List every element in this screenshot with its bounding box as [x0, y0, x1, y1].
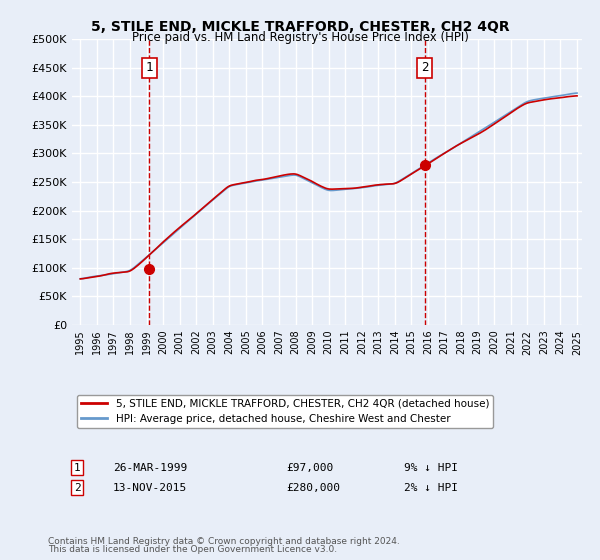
- Text: 9% ↓ HPI: 9% ↓ HPI: [404, 463, 458, 473]
- Text: 2% ↓ HPI: 2% ↓ HPI: [404, 483, 458, 493]
- Text: Price paid vs. HM Land Registry's House Price Index (HPI): Price paid vs. HM Land Registry's House …: [131, 31, 469, 44]
- Text: £97,000: £97,000: [286, 463, 334, 473]
- Text: Contains HM Land Registry data © Crown copyright and database right 2024.: Contains HM Land Registry data © Crown c…: [48, 537, 400, 546]
- Text: 26-MAR-1999: 26-MAR-1999: [113, 463, 187, 473]
- Text: This data is licensed under the Open Government Licence v3.0.: This data is licensed under the Open Gov…: [48, 545, 337, 554]
- Legend: 5, STILE END, MICKLE TRAFFORD, CHESTER, CH2 4QR (detached house), HPI: Average p: 5, STILE END, MICKLE TRAFFORD, CHESTER, …: [77, 395, 493, 428]
- Text: 2: 2: [421, 61, 428, 74]
- Text: 13-NOV-2015: 13-NOV-2015: [113, 483, 187, 493]
- Text: 5, STILE END, MICKLE TRAFFORD, CHESTER, CH2 4QR: 5, STILE END, MICKLE TRAFFORD, CHESTER, …: [91, 20, 509, 34]
- Text: 1: 1: [74, 463, 80, 473]
- Text: £280,000: £280,000: [286, 483, 340, 493]
- Text: 1: 1: [146, 61, 153, 74]
- Text: 2: 2: [74, 483, 80, 493]
